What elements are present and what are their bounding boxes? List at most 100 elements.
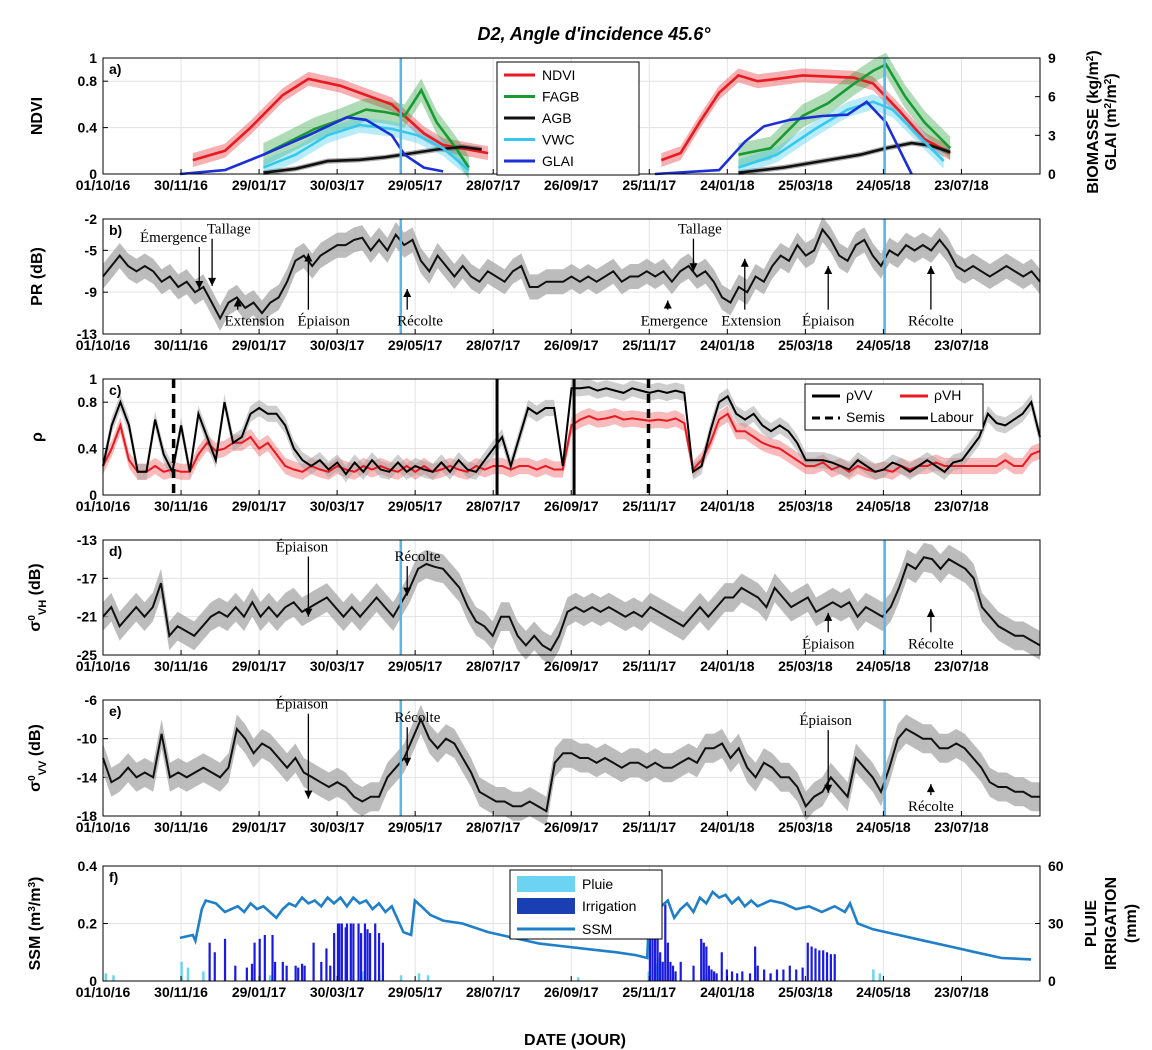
panel-label: c)	[109, 382, 121, 398]
series-ndvi	[192, 77, 489, 162]
bar-pluie	[872, 969, 875, 981]
bar-irrigation	[659, 952, 662, 981]
bar-irrigation	[344, 927, 347, 981]
x-tick-label: 28/07/17	[466, 984, 521, 1000]
bar-irrigation	[669, 961, 672, 981]
legend: Pluie Irrigation SSM	[509, 869, 663, 940]
bar-irrigation	[338, 923, 341, 981]
bar-irrigation	[664, 904, 667, 981]
bar-irrigation	[829, 954, 832, 981]
legend: ρVV ρVH Semis Labour	[804, 383, 984, 431]
legend-swatch	[517, 898, 575, 914]
bar-irrigation	[234, 965, 237, 981]
series-fagb	[738, 62, 952, 156]
band-rho-vv	[103, 379, 1040, 483]
x-tick-label: 29/01/17	[232, 177, 287, 193]
band-ndvi	[192, 71, 489, 167]
legend-label: ρVV	[846, 387, 873, 403]
x-tick-label: 24/01/18	[700, 498, 755, 514]
annotation-label: Récolte	[908, 636, 954, 652]
legend-label: SSM	[582, 921, 612, 937]
x-tick-label: 25/11/17	[622, 337, 676, 353]
x-tick-label: 30/03/17	[310, 984, 365, 1000]
bar-irrigation	[674, 971, 677, 981]
bar-pluie	[576, 977, 580, 981]
bar-irrigation	[806, 942, 809, 981]
bar-pluie	[399, 975, 403, 981]
y-tick-label: 0	[89, 487, 97, 503]
bar-irrigation	[692, 965, 695, 981]
y-tick-label: 0.8	[78, 394, 98, 410]
bar-pluie	[104, 973, 108, 981]
y-tick-label: -6	[85, 692, 98, 708]
x-tick-label: 26/09/17	[544, 498, 599, 514]
y-tick-label: -2	[85, 211, 98, 227]
panel-f: 0 0.2 0.4 0 30 60 01/10/16 30/11/16 29/01/17 30/0…	[27, 858, 1141, 1000]
panel-label: b)	[109, 222, 122, 238]
panel-e: -6 -10 -14 -18 Épiaison Récolte Épiaison Récolt…	[27, 692, 1041, 835]
x-tick-label: 23/07/18	[934, 819, 989, 835]
y-axis-label: SSM (m3/m3)	[27, 877, 45, 971]
x-tick-label: 01/10/16	[76, 177, 131, 193]
annotation-label: Récolte	[395, 549, 441, 565]
bar-irrigation	[741, 971, 744, 981]
series-ssm	[179, 878, 1032, 961]
bar-irrigation	[656, 938, 659, 981]
x-tick-label: 24/05/18	[856, 984, 911, 1000]
annotation-label: Récolte	[908, 314, 954, 330]
annotation-label: Épiaison	[276, 539, 329, 556]
bar-pluie	[361, 971, 364, 981]
annotation-arrowhead	[195, 281, 204, 290]
bar-irrigation	[258, 938, 261, 981]
y2-tick-label: 6	[1048, 89, 1056, 105]
y-tick-label: 0.4	[78, 858, 98, 874]
y2-tick-label: 0	[1048, 973, 1056, 989]
bar-irrigation	[769, 973, 772, 981]
bar-irrigation	[320, 961, 323, 981]
y-axis-label: σ0VV (dB)	[27, 724, 50, 792]
bar-irrigation	[795, 969, 798, 981]
bar-irrigation	[368, 933, 372, 981]
x-tick-label: 29/01/17	[232, 984, 287, 1000]
annotation-label: Récolte	[395, 710, 441, 726]
annotation-label: Tallage	[678, 222, 722, 238]
y2-axis-label-glai: GLAI (m2/m2)	[1103, 73, 1121, 170]
bar-irrigation	[801, 967, 804, 981]
y-tick-label: 0.4	[78, 441, 98, 457]
x-tick-label: 25/03/18	[778, 177, 833, 193]
legend-label: GLAI	[542, 153, 574, 169]
x-tick-label: 25/11/17	[622, 177, 676, 193]
legend-box	[804, 383, 984, 431]
bar-pluie	[202, 971, 205, 981]
y-tick-label: 0.2	[78, 916, 98, 932]
x-tick-label: 25/03/18	[778, 498, 833, 514]
y-tick-label: 1	[89, 50, 97, 66]
series-fagb	[262, 87, 470, 169]
annotation-arrowhead	[740, 258, 749, 267]
annotation-label: Épiaison	[799, 712, 852, 729]
bar-irrigation	[303, 965, 306, 981]
series-rho-vv	[102, 386, 1041, 476]
y-tick-label: -25	[77, 647, 97, 663]
y-tick-label: 1	[89, 371, 97, 387]
bar-irrigation	[700, 938, 703, 981]
bar-irrigation	[730, 971, 734, 981]
panel-label: f)	[109, 869, 118, 885]
y2-axis-label-pluie: PLUIE	[1083, 900, 1100, 947]
y-tick-label: -18	[77, 808, 97, 824]
x-tick-label: 26/09/17	[544, 337, 599, 353]
series-agb	[263, 145, 482, 174]
y-tick-label: 0.4	[78, 120, 98, 136]
x-tick-label: 26/09/17	[544, 658, 599, 674]
bar-pluie	[426, 975, 430, 981]
x-tick-label: 25/11/17	[622, 658, 676, 674]
bar-irrigation	[208, 942, 211, 981]
bar-irrigation	[345, 923, 349, 981]
bar-irrigation	[297, 967, 300, 981]
bar-irrigation	[294, 965, 297, 981]
bar-pluie	[186, 967, 190, 981]
bar-irrigation	[725, 969, 729, 981]
legend-label: ρVH	[934, 387, 961, 403]
bar-irrigation	[782, 969, 785, 981]
